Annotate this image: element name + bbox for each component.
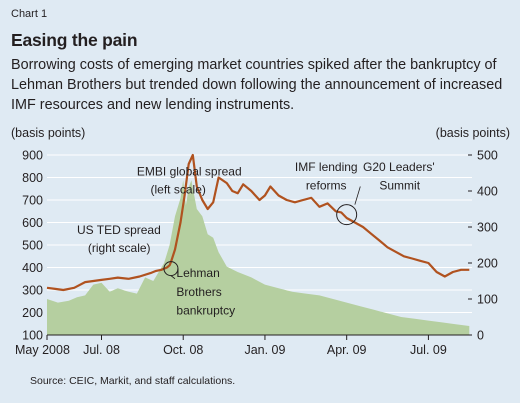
- x-tick-label: May 2008: [15, 343, 70, 357]
- left-tick-label: 600: [22, 216, 43, 230]
- annotation-label: IMF lending: [295, 160, 358, 174]
- right-tick-label: 400: [477, 185, 498, 199]
- annotation-label: (left scale): [151, 182, 206, 196]
- annotation-label: bankruptcy: [176, 304, 235, 318]
- right-tick-label: 300: [477, 221, 498, 235]
- right-tick-label: 500: [477, 149, 498, 163]
- chart-title: Easing the pain: [11, 30, 138, 50]
- embi-spread-line: [46, 153, 470, 292]
- left-tick-label: 700: [22, 194, 43, 208]
- annotation-label: US TED spread: [77, 223, 161, 237]
- left-tick-label: 900: [22, 149, 43, 163]
- left-tick-label: 800: [22, 171, 43, 185]
- g20-marker-circle: [336, 204, 358, 226]
- chart-number: Chart 1: [11, 8, 48, 20]
- annotation-label: Summit: [379, 179, 420, 193]
- right-tick-label: 100: [477, 293, 498, 307]
- annotation-label: reforms: [306, 179, 347, 193]
- right-tick-label: 0: [477, 329, 484, 343]
- left-axis-unit: (basis points): [11, 126, 85, 140]
- left-tick-label: 300: [22, 284, 43, 298]
- lehman-leader-line: [170, 275, 176, 280]
- left-tick-label: 400: [22, 261, 43, 275]
- x-tick-label: Jul. 09: [410, 343, 447, 357]
- chart-subtitle: Borrowing costs of emerging market count…: [11, 57, 503, 113]
- left-tick-label: 500: [22, 239, 43, 253]
- source-note: Source: CEIC, Markit, and staff calculat…: [30, 375, 236, 387]
- left-tick-label: 200: [22, 306, 43, 320]
- x-tick-label: Apr. 09: [327, 343, 367, 357]
- right-tick-label: 200: [477, 257, 498, 271]
- annotation-label: Brothers: [176, 285, 221, 299]
- annotation-label: Lehman: [176, 266, 219, 280]
- annotation-label: EMBI global spread: [137, 164, 242, 178]
- right-axis-unit: (basis points): [436, 126, 510, 140]
- x-tick-label: Jul. 08: [83, 343, 120, 357]
- g20-leader-line: [354, 186, 361, 205]
- x-tick-label: Oct. 08: [163, 343, 203, 357]
- axes: 100 200 300 400 500 600 700 800 900 0 100 200 300 400…: [15, 149, 498, 358]
- annotation-label: (right scale): [88, 241, 151, 255]
- ted-spread-area: [47, 180, 470, 335]
- left-tick-label: 100: [22, 329, 43, 343]
- annotations: EMBI global spread (left scale) US TED spr…: [77, 160, 435, 317]
- x-tick-label: Jan. 09: [244, 343, 285, 357]
- annotation-label: G20 Leaders': [363, 160, 435, 174]
